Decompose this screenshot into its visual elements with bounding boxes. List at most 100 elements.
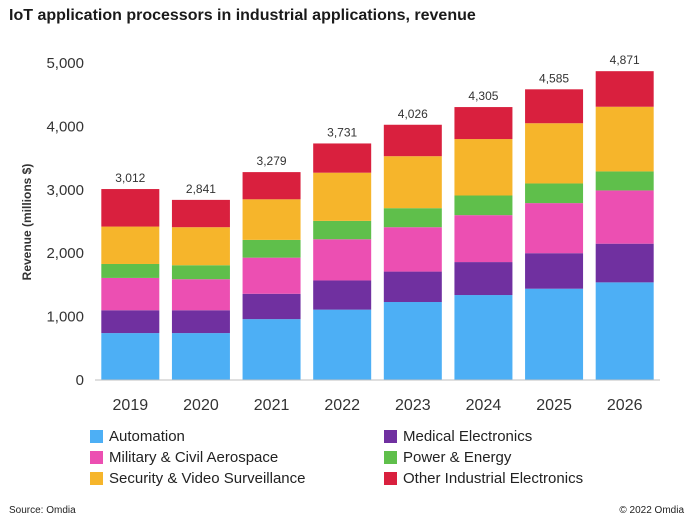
y-tick-label: 1,000 [46,309,84,326]
chart-title: IoT application processors in industrial… [9,7,476,24]
bar-segment-other-industrial-electronics [525,89,584,124]
legend-item: Power & Energy [384,449,511,466]
bar-segment-military-civil-aerospace [101,277,160,311]
bar-segment-other-industrial-electronics [242,172,301,200]
bar-segment-power-energy [383,208,442,228]
bar-segment-other-industrial-electronics [101,189,160,227]
x-tick-label: 2021 [254,397,290,414]
y-tick-label: 0 [76,372,84,389]
total-data-label: 3,012 [115,171,145,185]
legend-swatch [384,472,397,485]
legend-swatch [90,430,103,443]
bar-stack-2024: 4,305 [454,89,513,380]
bar-segment-automation [454,295,513,380]
bar-segment-other-industrial-electronics [171,199,230,228]
bar-segment-automation [242,319,301,380]
bar-segment-security-video-surveillance [454,139,513,196]
bar-stack-2026: 4,871 [595,53,654,380]
x-tick-label: 2020 [183,397,219,414]
total-data-label: 4,026 [398,107,428,121]
bar-segment-automation [525,288,584,380]
legend-label: Other Industrial Electronics [403,470,584,487]
legend-label: Automation [109,428,185,445]
y-tick-label: 3,000 [46,182,84,199]
bar-stack-2023: 4,026 [383,107,442,380]
bar-segment-power-energy [242,239,301,258]
bar-stack-2021: 3,279 [242,154,301,380]
legend-label: Power & Energy [403,449,512,466]
bar-segment-power-energy [525,183,584,204]
y-axis-label: Revenue (millions $) [20,164,34,281]
x-tick-label: 2019 [113,397,149,414]
bar-segment-military-civil-aerospace [383,227,442,272]
bar-stack-2020: 2,841 [171,182,230,380]
bar-segment-military-civil-aerospace [242,257,301,294]
bar-segment-medical-electronics [171,310,230,334]
bar-segment-security-video-surveillance [525,123,584,184]
bar-segment-military-civil-aerospace [171,279,230,311]
x-tick-label: 2023 [395,397,431,414]
x-tick-label: 2022 [324,397,360,414]
x-tick-label: 2024 [466,397,502,414]
total-data-label: 3,279 [257,154,287,168]
bar-stacks: 3,012 2,841 3,279 3,731 4,026 4,305 4,585 4,871 [101,53,654,380]
legend-label: Security & Video Surveillance [109,470,306,487]
legend-swatch [384,430,397,443]
copyright-note: © 2022 Omdia [619,505,684,516]
bar-segment-medical-electronics [454,262,513,296]
legend-item: Security & Video Surveillance [90,470,306,487]
legend-item: Military & Civil Aerospace [90,449,278,466]
total-data-label: 4,585 [539,71,569,85]
legend-swatch [90,451,103,464]
y-tick-label: 4,000 [46,118,84,135]
bar-segment-security-video-surveillance [101,226,160,264]
total-data-label: 4,305 [468,89,498,103]
bar-segment-automation [171,333,230,380]
bar-stack-2019: 3,012 [101,171,160,380]
bar-segment-military-civil-aerospace [525,203,584,254]
bar-segment-automation [101,333,160,380]
total-data-label: 4,871 [610,53,640,67]
bar-segment-power-energy [454,195,513,216]
bar-segment-security-video-surveillance [595,106,654,172]
bar-segment-other-industrial-electronics [595,71,654,107]
bar-segment-power-energy [595,171,654,191]
bar-segment-medical-electronics [383,271,442,303]
legend-swatch [384,451,397,464]
source-note: Source: Omdia [9,505,76,516]
bar-segment-military-civil-aerospace [313,239,372,281]
bar-segment-security-video-surveillance [383,156,442,209]
total-data-label: 3,731 [327,125,357,139]
y-tick-label: 2,000 [46,245,84,262]
bar-segment-military-civil-aerospace [595,190,654,244]
x-tick-label: 2026 [607,397,643,414]
y-tick-label: 5,000 [46,55,84,72]
bar-segment-military-civil-aerospace [454,215,513,263]
bar-segment-security-video-surveillance [171,227,230,266]
bar-segment-automation [313,309,372,380]
x-tick-label: 2025 [536,397,572,414]
bar-stack-2025: 4,585 [525,71,584,380]
bar-segment-automation [383,302,442,380]
legend-label: Military & Civil Aerospace [109,449,279,466]
bar-stack-2022: 3,731 [313,125,372,380]
legend-swatch [90,472,103,485]
bar-segment-power-energy [101,263,160,278]
legend-label: Medical Electronics [403,428,533,445]
bar-segment-automation [595,282,654,380]
bar-segment-other-industrial-electronics [383,124,442,157]
bar-segment-medical-electronics [242,293,301,320]
bar-segment-medical-electronics [595,243,654,283]
y-axis: 0 1,000 2,000 3,000 4,000 5,000 [46,55,84,389]
bar-segment-medical-electronics [101,310,160,334]
bar-segment-power-energy [171,265,230,280]
x-axis: 2019 2020 2021 2022 2023 2024 2025 2026 [95,379,660,414]
legend-item: Automation [90,428,185,445]
total-data-label: 2,841 [186,182,216,196]
bar-segment-other-industrial-electronics [454,107,513,140]
legend-item: Other Industrial Electronics [384,470,583,487]
bar-segment-other-industrial-electronics [313,143,372,173]
bar-segment-medical-electronics [525,253,584,289]
legend-item: Medical Electronics [384,428,532,445]
